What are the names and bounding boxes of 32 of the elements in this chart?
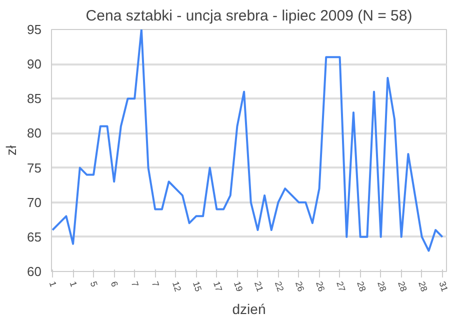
x-tick-label: 1 [68,280,79,288]
x-tick-label: 31 [437,280,450,293]
y-tick-label: 70 [27,194,42,210]
chart-title: Cena sztabki - uncja srebra - lipiec 2009 (N = 58) [86,8,412,24]
x-tick-label: 5 [88,280,100,288]
y-tick-label: 65 [27,229,42,244]
x-tick-label: 19 [232,280,245,293]
x-tick-label: 1 [47,280,58,288]
y-tick-label: 75 [27,160,42,176]
x-tick-label: 22 [273,280,286,293]
x-tick-label: 7 [129,280,140,288]
x-tick-label: 27 [334,280,348,293]
y-tick-label: 90 [27,56,42,72]
x-tick-label: 28 [396,280,409,293]
y-tick-label: 60 [27,264,42,279]
x-axis-title: dzień [232,301,266,318]
y-tick-label: 95 [27,22,42,37]
line-series [52,30,444,252]
x-tick-label: 15 [190,280,204,293]
x-tick-label: 28 [416,280,430,293]
x-tick-label: 17 [211,280,224,293]
x-tick-label: 26 [314,280,327,293]
x-tick-label: 6 [108,280,120,288]
y-tick-label: 80 [27,126,42,141]
y-tick-label: 85 [27,91,42,106]
x-tick-label: 7 [150,280,161,288]
x-tick-label: 12 [170,280,184,293]
x-tick-label: 28 [376,280,388,293]
x-tick-label: 28 [355,280,368,293]
y-axis-title: zł [3,144,20,156]
x-tick-label: 26 [294,280,306,293]
x-tick-label: 21 [252,280,266,293]
